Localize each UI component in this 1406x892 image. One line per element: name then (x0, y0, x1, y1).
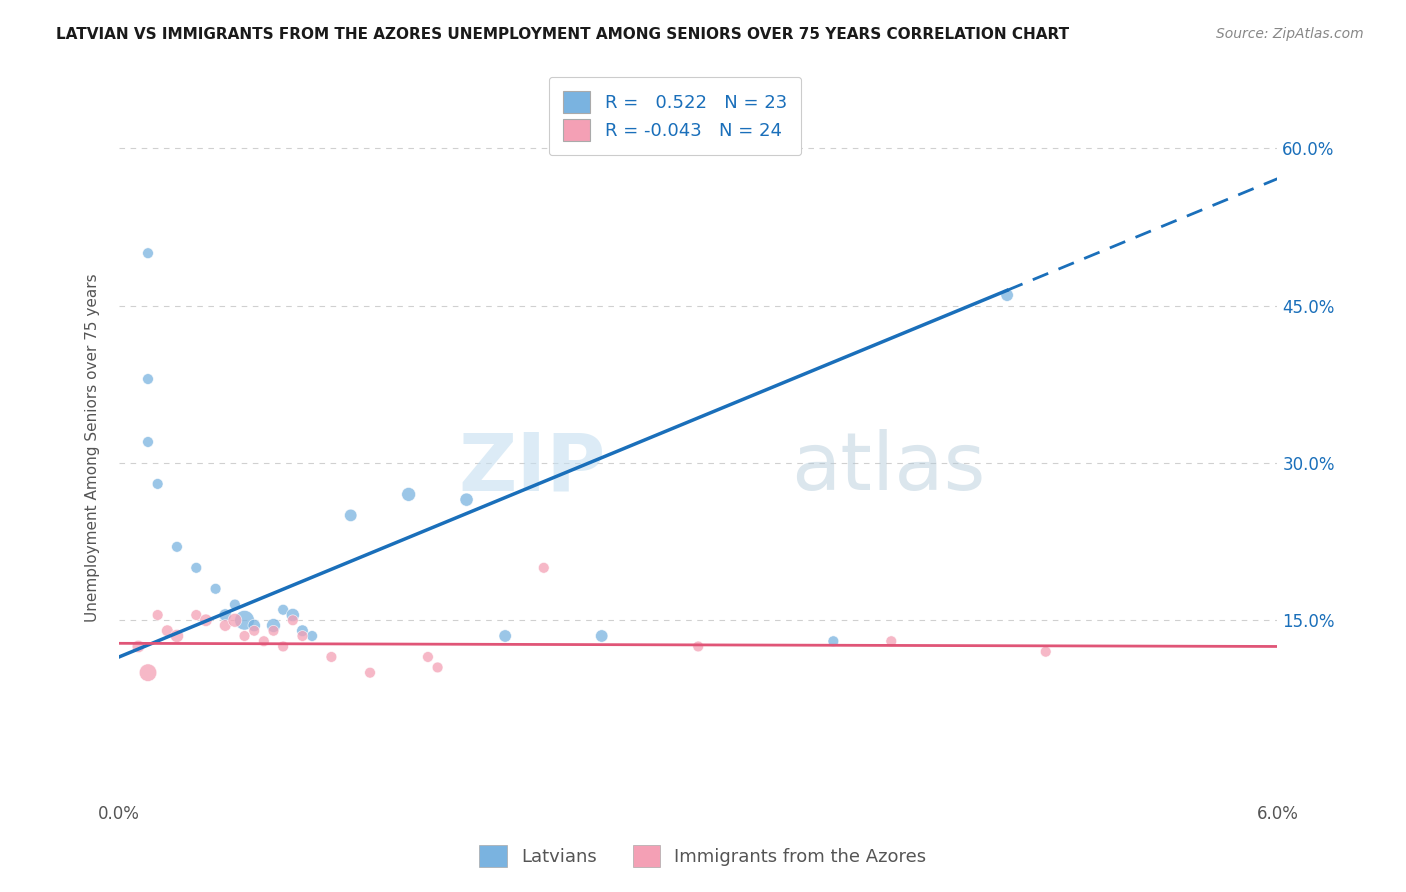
Point (263, 624, 285, 638)
Legend: R =   0.522   N = 23, R = -0.043   N = 24: R = 0.522 N = 23, R = -0.043 N = 24 (548, 77, 801, 155)
Point (321, 649, 343, 664)
Point (233, 613, 256, 627)
Point (301, 629, 323, 643)
Point (339, 508, 361, 523)
Point (359, 665, 381, 680)
Point (166, 540, 188, 554)
Point (136, 665, 159, 680)
Y-axis label: Unemployment Among Seniors over 75 years: Unemployment Among Seniors over 75 years (86, 273, 100, 622)
Text: atlas: atlas (792, 429, 986, 508)
Point (243, 618, 266, 632)
Point (291, 624, 314, 638)
Point (271, 603, 294, 617)
Point (156, 624, 179, 638)
Point (271, 640, 294, 654)
Point (456, 492, 478, 507)
Point (186, 561, 208, 575)
Point (146, 607, 169, 622)
Point (186, 607, 208, 622)
Point (194, 613, 217, 627)
Point (136, 434, 159, 449)
Text: LATVIAN VS IMMIGRANTS FROM THE AZORES UNEMPLOYMENT AMONG SENIORS OVER 75 YEARS C: LATVIAN VS IMMIGRANTS FROM THE AZORES UN… (56, 27, 1070, 42)
Point (281, 607, 304, 622)
Text: Source: ZipAtlas.com: Source: ZipAtlas.com (1216, 27, 1364, 41)
Point (533, 561, 555, 575)
Point (146, 477, 169, 491)
Point (823, 634, 845, 648)
Point (214, 607, 236, 622)
Point (880, 634, 903, 648)
Point (224, 613, 246, 627)
Point (291, 629, 314, 643)
Legend: Latvians, Immigrants from the Azores: Latvians, Immigrants from the Azores (472, 838, 934, 874)
Point (591, 629, 613, 643)
Point (136, 246, 159, 260)
Point (136, 372, 159, 386)
Point (426, 660, 449, 674)
Point (494, 629, 516, 643)
Point (995, 288, 1018, 302)
Point (253, 634, 276, 648)
Point (263, 618, 285, 632)
Point (166, 629, 188, 643)
Point (127, 640, 149, 654)
Point (398, 487, 420, 501)
Point (214, 618, 236, 632)
Point (243, 624, 266, 638)
Point (688, 640, 710, 654)
Point (281, 613, 304, 627)
Point (416, 649, 439, 664)
Point (224, 598, 246, 612)
Point (204, 582, 226, 596)
Point (1035, 645, 1057, 659)
Text: ZIP: ZIP (458, 429, 606, 508)
Point (233, 629, 256, 643)
